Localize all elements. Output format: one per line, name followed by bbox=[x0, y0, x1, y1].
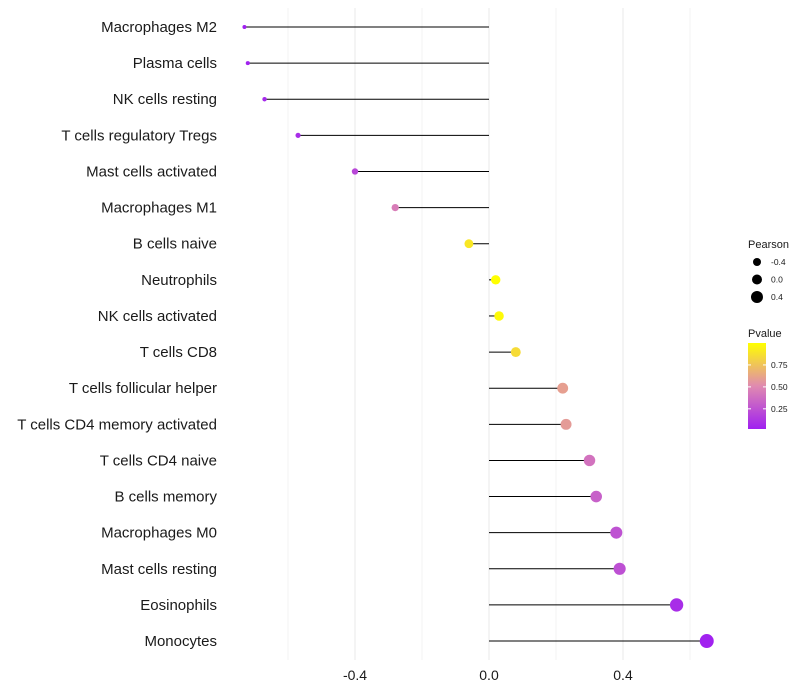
point-10 bbox=[557, 382, 569, 394]
point-15 bbox=[613, 562, 626, 575]
points bbox=[242, 25, 714, 649]
category-label: Mast cells resting bbox=[101, 561, 217, 578]
size-legend-title: Pearson bbox=[748, 239, 789, 251]
point-7 bbox=[490, 275, 501, 285]
x-tick-label: -0.4 bbox=[343, 667, 367, 683]
point-11 bbox=[560, 418, 572, 430]
grid-lines bbox=[287, 8, 691, 660]
stems bbox=[244, 26, 707, 642]
category-label: T cells CD4 memory activated bbox=[17, 416, 217, 433]
category-label: Monocytes bbox=[144, 633, 217, 650]
point-2 bbox=[262, 97, 267, 102]
category-label: T cells follicular helper bbox=[69, 380, 217, 397]
point-0 bbox=[242, 25, 247, 29]
color-legend-title: Pvalue bbox=[748, 328, 782, 340]
x-tick-label: 0.0 bbox=[479, 667, 499, 683]
x-axis-ticks: -0.4 0.0 0.4 bbox=[343, 667, 633, 683]
point-8 bbox=[494, 311, 504, 321]
category-label: Eosinophils bbox=[140, 597, 217, 614]
category-label: NK cells activated bbox=[98, 308, 217, 325]
color-legend-label: 0.50 bbox=[771, 382, 788, 392]
category-label: Neutrophils bbox=[141, 272, 217, 289]
category-label: T cells regulatory Tregs bbox=[61, 127, 217, 144]
point-6 bbox=[464, 239, 474, 249]
point-14 bbox=[610, 526, 623, 539]
size-legend-label: 0.0 bbox=[771, 275, 783, 285]
size-legend-label: 0.4 bbox=[771, 292, 783, 302]
point-4 bbox=[351, 168, 359, 175]
category-label: B cells naive bbox=[133, 236, 217, 253]
size-legend-key bbox=[752, 274, 762, 285]
size-legend-key bbox=[753, 258, 761, 266]
color-legend: Pvalue 0.75 0.50 0.25 bbox=[748, 328, 788, 429]
category-labels: Macrophages M2 Plasma cells NK cells resti… bbox=[17, 19, 217, 650]
point-9 bbox=[510, 347, 521, 358]
category-label: Mast cells activated bbox=[86, 163, 217, 180]
point-17 bbox=[699, 634, 714, 649]
size-legend: Pearson -0.4 0.0 0.4 bbox=[748, 239, 789, 303]
point-3 bbox=[295, 132, 301, 138]
color-legend-bar bbox=[748, 343, 766, 429]
category-label: Macrophages M1 bbox=[101, 200, 217, 217]
category-label: NK cells resting bbox=[113, 91, 217, 108]
category-label: Macrophages M2 bbox=[101, 19, 217, 36]
point-16 bbox=[669, 598, 684, 612]
color-legend-label: 0.25 bbox=[771, 404, 788, 414]
color-legend-label: 0.75 bbox=[771, 360, 788, 370]
category-label: Macrophages M0 bbox=[101, 525, 217, 542]
category-label: T cells CD4 naive bbox=[100, 452, 217, 469]
point-12 bbox=[583, 454, 596, 467]
category-label: B cells memory bbox=[114, 489, 217, 506]
point-1 bbox=[245, 61, 250, 66]
category-label: T cells CD8 bbox=[140, 344, 217, 361]
point-5 bbox=[391, 203, 399, 212]
size-legend-key bbox=[751, 291, 763, 303]
x-tick-label: 0.4 bbox=[613, 667, 633, 683]
point-13 bbox=[590, 490, 602, 503]
category-label: Plasma cells bbox=[133, 55, 217, 72]
size-legend-label: -0.4 bbox=[771, 257, 786, 267]
